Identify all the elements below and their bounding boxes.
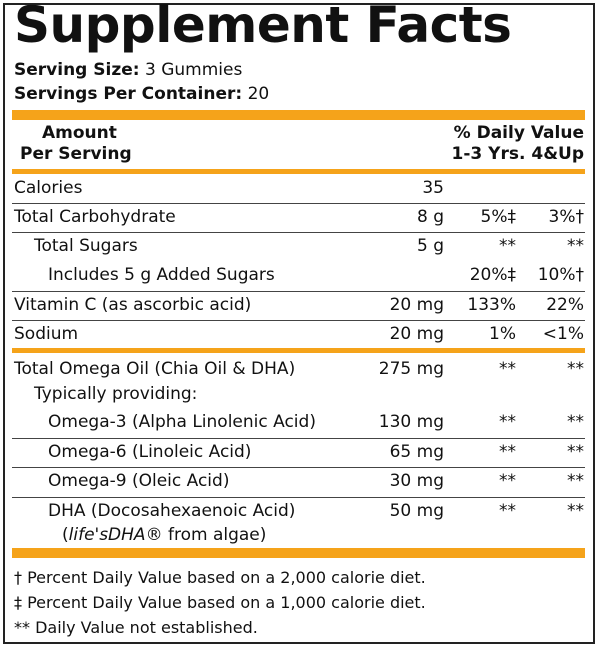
nutrient-amount: 35 [422, 178, 444, 198]
daily-value-1-3-yrs: ** [499, 359, 516, 379]
supplement-facts-panel [3, 3, 595, 644]
nutrient-amount: 65 mg [389, 442, 444, 462]
nutrient-amount: 20 mg [389, 295, 444, 315]
daily-value-1-3-yrs: ** [499, 501, 516, 521]
daily-value-1-3-yrs: ** [499, 442, 516, 462]
row-divider [12, 291, 585, 292]
header-bar [12, 169, 585, 174]
daily-value-1-3-yrs: 133% [467, 295, 516, 315]
amount-header-line1: Amount [42, 123, 117, 143]
nutrient-name: Typically providing: [34, 384, 198, 404]
row-divider [12, 467, 585, 468]
row-divider [12, 320, 585, 321]
daily-value-4-up: ** [567, 236, 584, 256]
amount-header-line2: Per Serving [20, 144, 132, 164]
nutrient-amount: 50 mg [389, 501, 444, 521]
nutrient-name: Omega-6 (Linoleic Acid) [48, 442, 252, 462]
daily-value-4-up: ** [567, 442, 584, 462]
dv-header-line2: 1-3 Yrs. 4&Up [451, 144, 584, 164]
servings-value: 20 [247, 84, 270, 104]
dha-brand: life'sDHA [68, 525, 146, 545]
dha-source: (life'sDHA® from algae) [62, 524, 266, 546]
daily-value-4-up: 10%† [537, 265, 584, 285]
daily-value-1-3-yrs: 20%‡ [469, 265, 516, 285]
row-divider [12, 232, 585, 233]
daily-value-4-up: 22% [546, 295, 584, 315]
row-divider [12, 497, 585, 498]
footnote-2: ‡ Percent Daily Value based on a 1,000 c… [14, 593, 426, 612]
bottom-bar [12, 548, 585, 558]
panel-title: Supplement Facts [14, 0, 512, 54]
daily-value-1-3-yrs: 5%‡ [480, 207, 516, 227]
nutrient-name: DHA (Docosahexaenoic Acid) [48, 501, 296, 521]
nutrient-name: Includes 5 g Added Sugars [48, 265, 275, 285]
nutrient-amount: 130 mg [378, 412, 444, 432]
nutrient-amount: 30 mg [389, 471, 444, 491]
serving-size-value: 3 Gummies [144, 60, 243, 80]
dha-source-rest: ® from algae) [145, 525, 267, 545]
daily-value-1-3-yrs: ** [499, 471, 516, 491]
daily-value-4-up: ** [567, 501, 584, 521]
daily-value-1-3-yrs: 1% [489, 324, 516, 344]
top-bar [12, 110, 585, 120]
row-divider [12, 203, 585, 204]
nutrient-amount: 5 g [416, 236, 444, 256]
row-divider [12, 438, 585, 439]
daily-value-1-3-yrs: ** [499, 412, 516, 432]
servings-label: Servings Per Container: [14, 84, 243, 104]
nutrient-name: Total Omega Oil (Chia Oil & DHA) [14, 359, 296, 379]
daily-value-1-3-yrs: ** [499, 236, 516, 256]
nutrient-name: Total Carbohydrate [14, 207, 176, 227]
dv-header-line1: % Daily Value [453, 123, 584, 143]
daily-value-4-up: <1% [542, 324, 584, 344]
serving-size-label: Serving Size: [14, 60, 140, 80]
dha-source-open: ( [62, 525, 69, 545]
daily-value-4-up: ** [567, 412, 584, 432]
nutrient-amount: 275 mg [378, 359, 444, 379]
daily-value-4-up: ** [567, 359, 584, 379]
section-bar [12, 348, 585, 353]
nutrient-name: Sodium [14, 324, 79, 344]
nutrient-name: Total Sugars [34, 236, 138, 256]
servings-per-container: Servings Per Container: 20 [14, 84, 269, 104]
serving-size: Serving Size: 3 Gummies [14, 60, 242, 80]
nutrient-amount: 20 mg [389, 324, 444, 344]
nutrient-name: Vitamin C (as ascorbic acid) [14, 295, 252, 315]
footnote-1: † Percent Daily Value based on a 2,000 c… [14, 568, 426, 587]
nutrient-name: Omega-9 (Oleic Acid) [48, 471, 230, 491]
nutrient-name: Calories [14, 178, 83, 198]
daily-value-4-up: 3%† [548, 207, 584, 227]
nutrient-amount: 8 g [416, 207, 444, 227]
nutrient-name: Omega-3 (Alpha Linolenic Acid) [48, 412, 316, 432]
footnote-3: ** Daily Value not established. [14, 618, 258, 637]
daily-value-4-up: ** [567, 471, 584, 491]
